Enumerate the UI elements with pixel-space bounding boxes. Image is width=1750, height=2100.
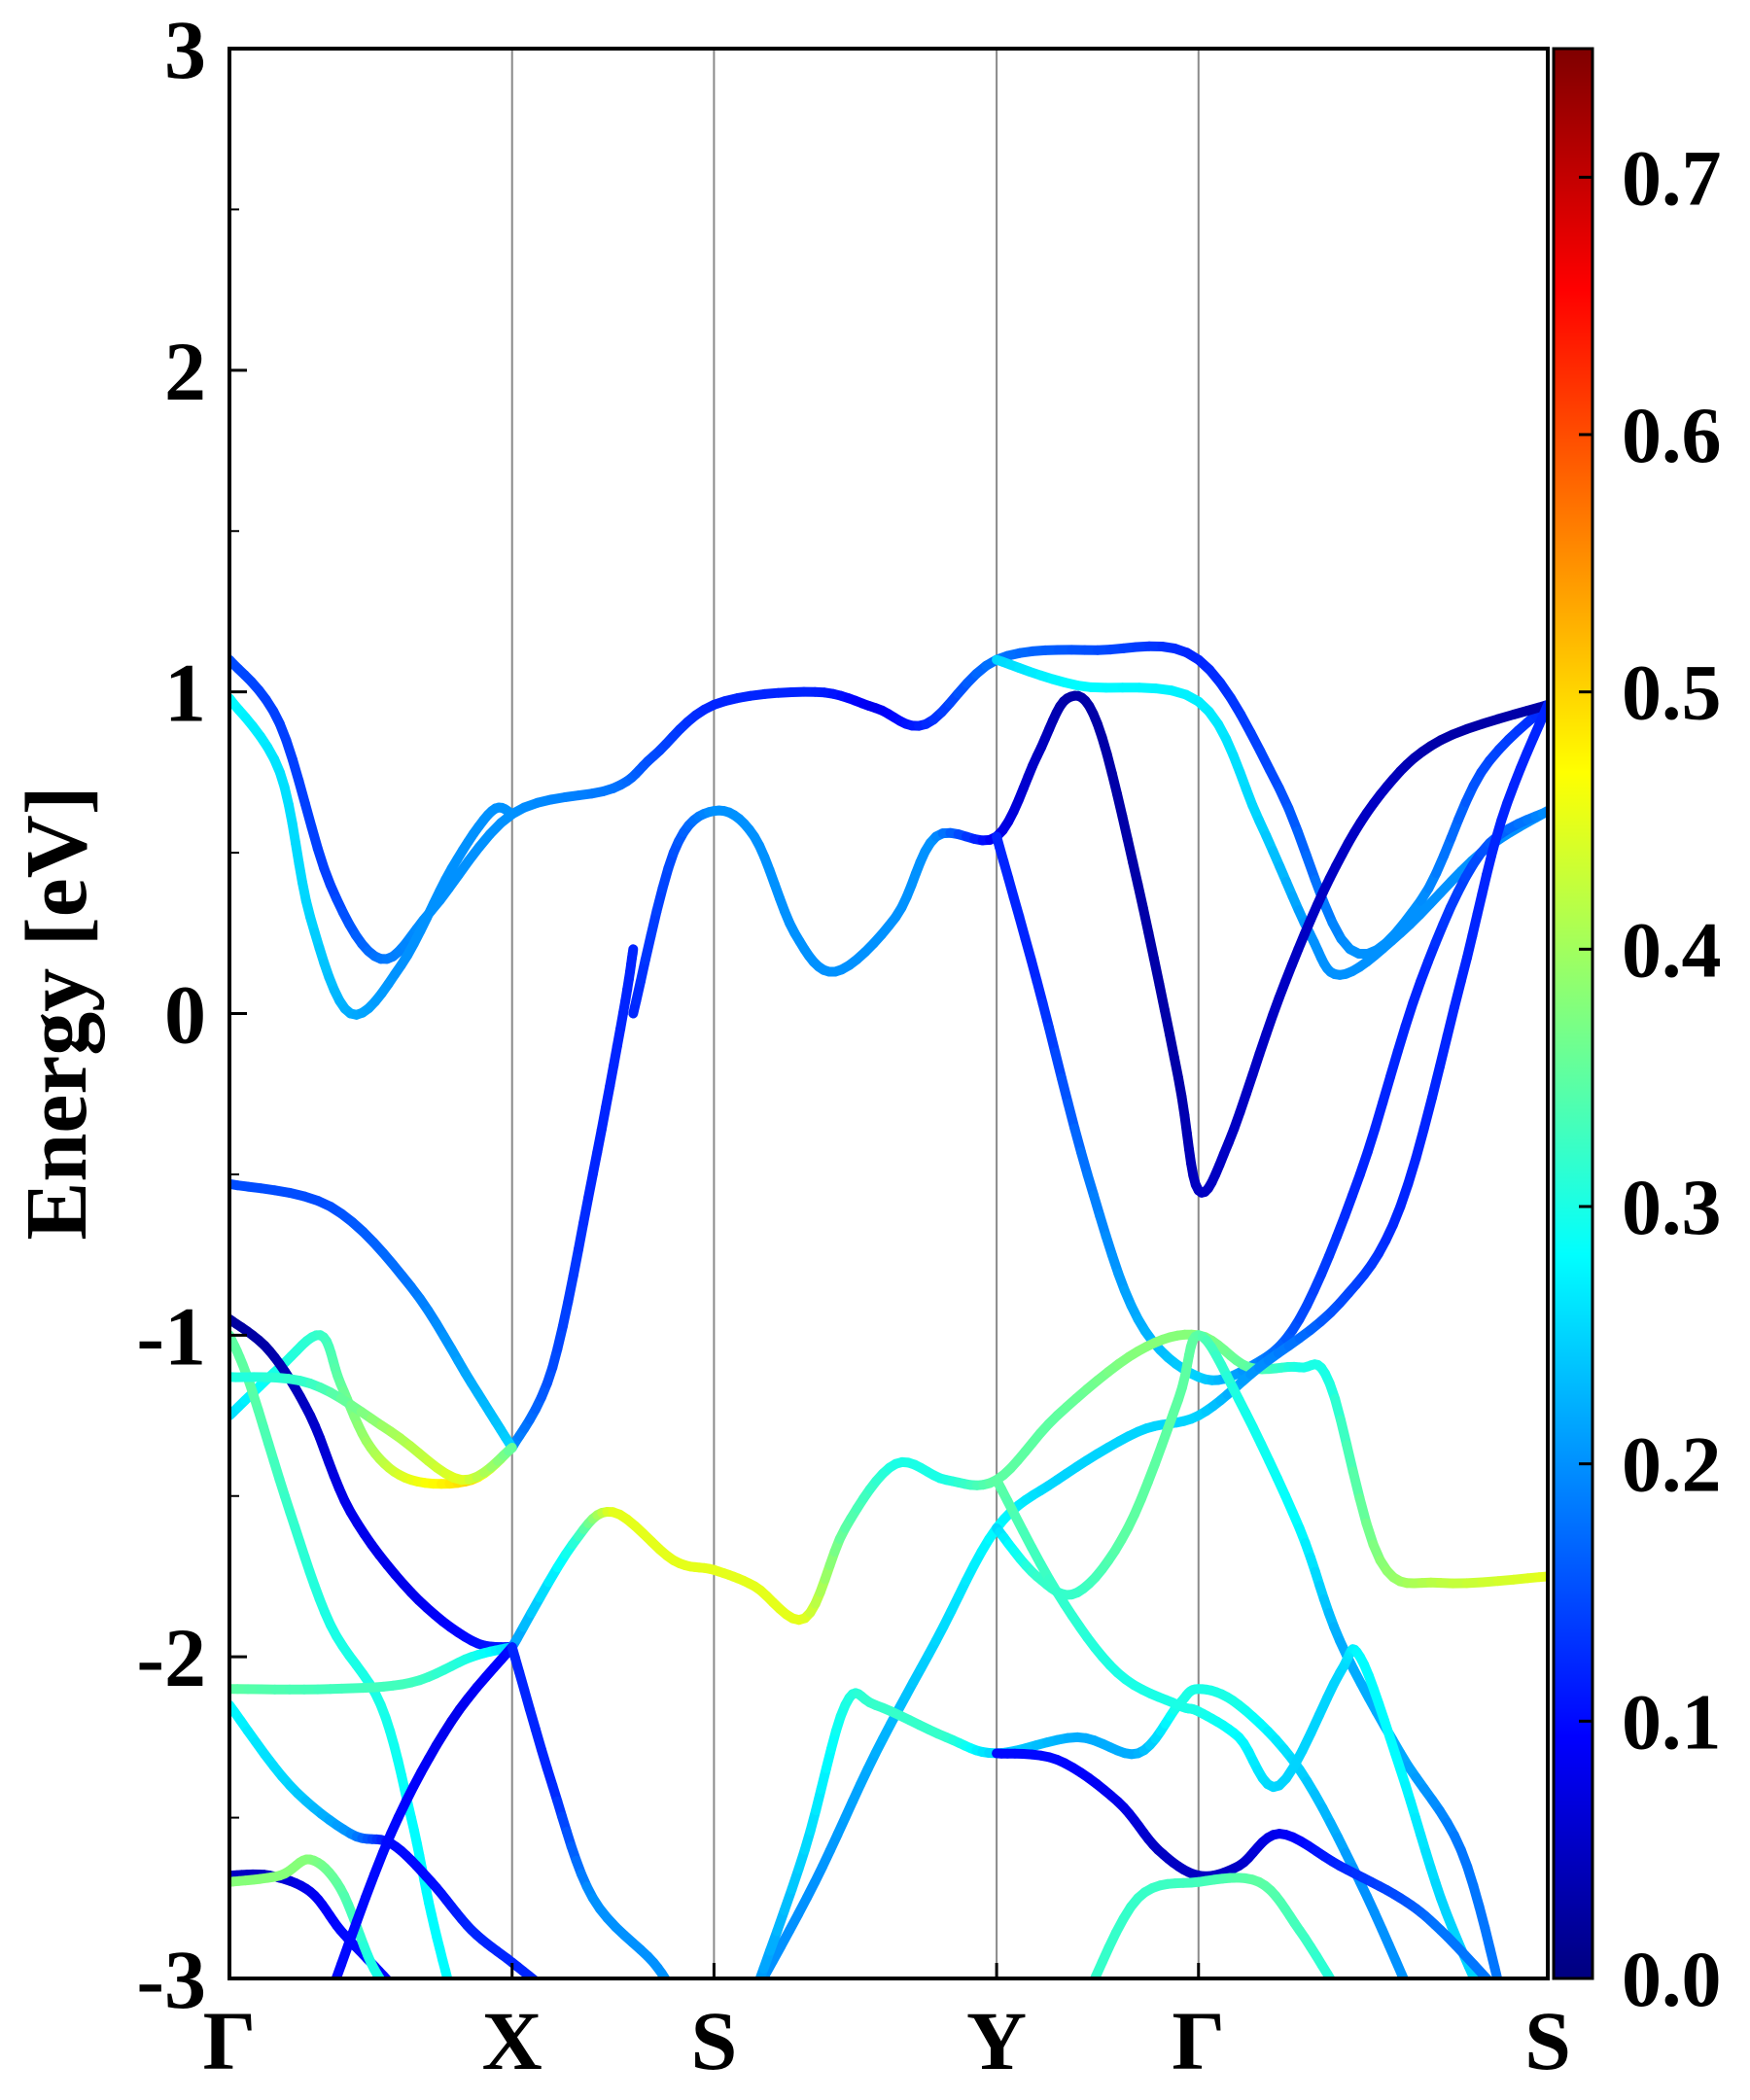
band-20 bbox=[992, 1330, 1503, 1995]
colorbar-tick-label: 0.2 bbox=[1622, 1420, 1722, 1509]
band-2 bbox=[992, 654, 1548, 980]
band-4-segment bbox=[627, 944, 639, 959]
band-18-segment bbox=[1442, 1002, 1459, 1041]
x-tick-label: S bbox=[690, 1994, 737, 2087]
band-9-segment bbox=[443, 1976, 453, 1978]
x-tick-label: Γ bbox=[203, 1994, 257, 2087]
band-15 bbox=[229, 1854, 392, 1994]
band-6 bbox=[229, 1178, 517, 1453]
band-15-segment bbox=[385, 1986, 387, 1989]
band-22-segment bbox=[1496, 1989, 1501, 1994]
band-23-segment bbox=[1322, 1969, 1336, 1978]
band-13-segment bbox=[530, 1976, 541, 1978]
band-21-segment bbox=[1478, 1987, 1481, 1994]
band-18-segment bbox=[1426, 1062, 1445, 1103]
colorbar-tick-label: 0.6 bbox=[1622, 391, 1722, 479]
y-axis-title: Energy [eV] bbox=[9, 786, 105, 1240]
band-17 bbox=[507, 1642, 674, 1994]
band-23-segment bbox=[1337, 1989, 1340, 1994]
band-19-segment bbox=[754, 1983, 758, 1994]
band-lines bbox=[229, 641, 1548, 1995]
band-19-segment bbox=[1407, 1986, 1411, 1995]
y-tick-label: -3 bbox=[136, 1933, 206, 2026]
colorbar-tick-label: 0.5 bbox=[1622, 648, 1722, 737]
band-23-segment bbox=[1088, 1986, 1092, 1994]
band-17-segment bbox=[673, 1992, 674, 1994]
band-3 bbox=[628, 690, 1548, 1198]
band-16-segment bbox=[331, 1977, 339, 1978]
band-10 bbox=[229, 1372, 517, 1486]
band-22-segment bbox=[1487, 1977, 1493, 1978]
band-18-segment bbox=[1411, 1123, 1429, 1163]
band-14-segment bbox=[383, 1976, 393, 1978]
band-19-segment bbox=[1396, 1969, 1410, 1978]
y-tick-label: -1 bbox=[136, 1289, 206, 1382]
colorbar-tick-label: 0.1 bbox=[1622, 1677, 1722, 1766]
band-1-segment bbox=[506, 808, 517, 820]
band-15-segment bbox=[388, 1990, 390, 1993]
band-18-segment bbox=[1434, 1031, 1452, 1072]
band-4 bbox=[507, 944, 639, 1453]
band-5 bbox=[992, 806, 1548, 1385]
band-18 bbox=[754, 699, 1548, 1995]
y-tick-label: 3 bbox=[164, 3, 206, 96]
band-17-segment bbox=[671, 1989, 672, 1992]
colorbar-tick-label: 0.3 bbox=[1622, 1163, 1722, 1251]
band-20-segment bbox=[1489, 1962, 1503, 1978]
band-13-segment bbox=[541, 1985, 545, 1989]
band-20-segment bbox=[1498, 1983, 1501, 1995]
y-tick-label: 2 bbox=[164, 325, 206, 418]
band-11 bbox=[507, 1329, 1548, 1653]
band-15-segment bbox=[383, 1983, 386, 1987]
y-axis: 3 2 1 0 -1 -2 -3 bbox=[136, 3, 247, 2026]
colorbar bbox=[1552, 47, 1594, 1980]
band-18-segment bbox=[754, 1986, 759, 1995]
band-9-segment bbox=[440, 1966, 453, 1978]
band-18-segment bbox=[1418, 1093, 1437, 1134]
x-tick-label: Γ bbox=[1172, 1994, 1225, 2087]
band-15-segment bbox=[390, 1992, 392, 1994]
plot-frame bbox=[228, 47, 1550, 1980]
x-tick-label: X bbox=[482, 1994, 542, 2087]
band-13-segment bbox=[545, 1989, 549, 1992]
band-17-segment bbox=[667, 1982, 669, 1986]
band-22 bbox=[992, 1748, 1501, 1994]
band-10-segment bbox=[503, 1443, 517, 1456]
band-9-segment bbox=[450, 1988, 452, 1994]
band-23-segment bbox=[1333, 1982, 1337, 1989]
band-12 bbox=[229, 1642, 517, 1695]
band-13-segment bbox=[549, 1992, 552, 1995]
colorbar-tick-label: 0.7 bbox=[1622, 133, 1722, 222]
band-14-segment bbox=[399, 1992, 401, 1995]
colorbar-tick-label: 0.0 bbox=[1622, 1935, 1722, 2023]
band-17-segment bbox=[669, 1986, 671, 1989]
y-tick-label: 1 bbox=[164, 647, 206, 740]
y-tick-label: -2 bbox=[136, 1611, 206, 1704]
band-1 bbox=[229, 693, 517, 1020]
x-tick-label: S bbox=[1524, 1994, 1571, 2087]
band-14-segment bbox=[396, 1989, 399, 1992]
band-9 bbox=[229, 1330, 453, 1994]
x-tick-label: Y bbox=[966, 1994, 1027, 2087]
y-tick-label: 0 bbox=[164, 968, 206, 1062]
colorbar-tick-label: 0.4 bbox=[1622, 905, 1722, 994]
band-14-segment bbox=[392, 1985, 396, 1989]
colorbar-axis: 0.7 0.6 0.5 0.4 0.3 0.2 0.1 0.0 bbox=[1579, 133, 1722, 2023]
